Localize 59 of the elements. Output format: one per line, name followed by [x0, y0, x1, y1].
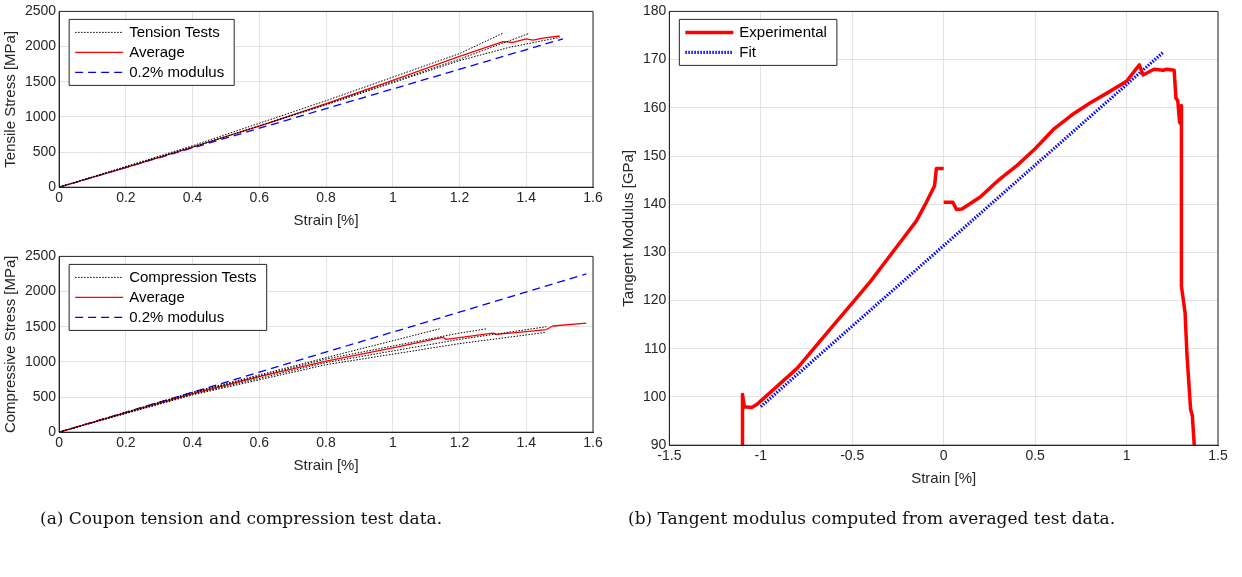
text: (a) Coupon tension and compression test data. [40, 507, 444, 530]
x-tick-label: 0.5 [1025, 447, 1046, 464]
x-tick-label: 1.6 [583, 434, 603, 451]
legend-label: Compression Tests [129, 267, 257, 285]
x-tick-label: 0.8 [316, 434, 337, 451]
y-tick-label: 0 [48, 423, 57, 440]
y-tick-label: 180 [643, 2, 667, 19]
legend-label: Tension Tests [129, 22, 220, 40]
y-tick-label: 500 [32, 387, 57, 404]
y-tick-label: 150 [643, 146, 667, 163]
x-tick-label: 1.4 [516, 189, 537, 206]
legend-label: 0.2% modulus [129, 307, 225, 325]
x-tick-label: -0.5 [840, 447, 865, 464]
legend-label: Experimental [739, 22, 827, 40]
y-tick-label: 1500 [24, 317, 57, 334]
y-tick-label: 1000 [24, 107, 57, 124]
legend-label: 0.2% modulus [129, 62, 225, 80]
legend-label: Fit [739, 42, 757, 60]
x-tick-label: 0.2 [116, 189, 136, 206]
legend-label: Average [129, 42, 185, 60]
x-tick-label: 0.2 [116, 434, 136, 451]
y-tick-label: 2500 [24, 247, 57, 264]
x-tick-label: 0.6 [249, 189, 270, 206]
x-tick-label: 1.5 [1208, 447, 1228, 464]
y-tick-label: 140 [643, 195, 667, 212]
y-axis-title: Compressive Stress [MPa] [1, 255, 19, 434]
y-tick-label: 0 [48, 178, 57, 195]
x-tick-label: 1.2 [449, 189, 470, 206]
y-tick-label: 1500 [24, 72, 57, 89]
y-tick-label: 2000 [24, 37, 57, 54]
y-tick-label: 110 [644, 339, 667, 356]
x-tick-label: 1.4 [516, 434, 537, 451]
y-tick-label: 100 [643, 387, 667, 404]
x-tick-label: 0.4 [182, 189, 203, 206]
x-tick-label: 1.6 [583, 189, 603, 206]
y-tick-label: 120 [643, 291, 667, 308]
x-tick-label: 0.6 [249, 434, 270, 451]
y-tick-label: 2000 [24, 282, 57, 299]
x-tick-label: 0.4 [182, 434, 203, 451]
text: (b) Tangent modulus computed from averaged test data. [628, 507, 1117, 530]
x-tick-label: -1 [754, 447, 768, 464]
x-tick-label: 1.2 [449, 434, 470, 451]
x-tick-label: 0.8 [316, 189, 337, 206]
legend-label: Average [129, 287, 185, 305]
y-tick-label: 160 [643, 98, 667, 115]
y-axis-title: Tensile Stress [MPa] [1, 30, 19, 168]
x-tick-label: 1 [1122, 447, 1131, 464]
x-tick-label: 1 [388, 434, 397, 451]
x-tick-label: 1 [388, 189, 397, 206]
x-axis-title: Strain [%] [911, 469, 977, 487]
y-tick-label: 1000 [24, 352, 57, 369]
y-tick-label: 130 [643, 243, 667, 260]
y-axis-title: Tangent Modulus [GPa] [619, 149, 637, 307]
x-axis-title: Strain [%] [293, 211, 359, 229]
y-tick-label: 170 [643, 50, 667, 67]
y-tick-label: 2500 [24, 2, 57, 19]
x-tick-label: 0 [939, 447, 948, 464]
x-axis-title: Strain [%] [293, 456, 359, 474]
y-tick-label: 500 [32, 142, 57, 159]
